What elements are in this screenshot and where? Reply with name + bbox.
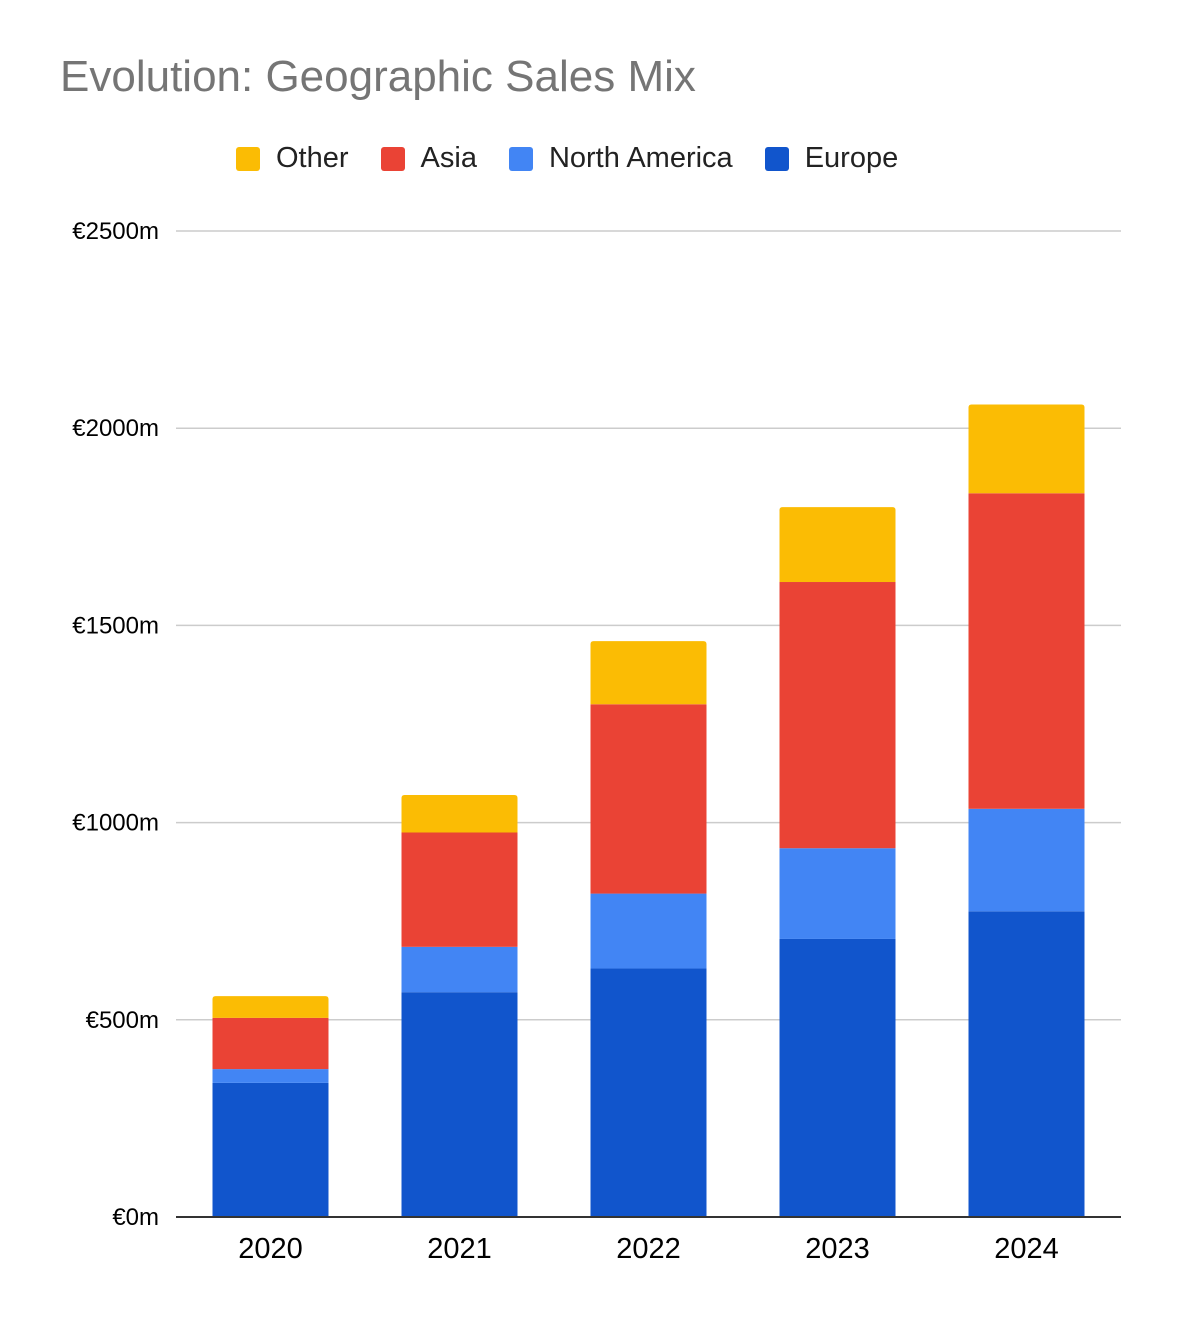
bar-asia-2022 (590, 704, 707, 894)
y-tick-label: €500m (86, 1007, 159, 1034)
y-tick-label: €2500m (72, 218, 159, 245)
chart-legend: Other Asia North America Europe (236, 142, 898, 175)
bar-other-2024 (968, 404, 1085, 494)
bar-north-america-2022 (590, 893, 707, 969)
legend-label: Asia (420, 142, 477, 174)
bar-asia-2024 (968, 493, 1085, 809)
legend-swatch (380, 146, 405, 171)
legend-item-other: Other (236, 142, 349, 175)
bar-asia-2020 (212, 1017, 329, 1070)
y-tick-label: €1500m (72, 612, 159, 639)
legend-label: North America (548, 142, 733, 174)
legend-swatch (508, 146, 533, 171)
legend-item-europe: Europe (764, 142, 899, 175)
legend-label: Other (276, 142, 349, 174)
legend-label: Europe (804, 142, 899, 174)
x-tick-label: 2021 (427, 1233, 492, 1265)
legend-swatch (764, 146, 789, 171)
bar-europe-2020 (212, 1082, 329, 1217)
bar-asia-2021 (401, 832, 518, 947)
legend-item-north-america: North America (508, 142, 733, 175)
bar-other-2020 (212, 996, 329, 1018)
bar-asia-2023 (779, 582, 896, 849)
x-tick-label: 2024 (994, 1233, 1059, 1265)
legend-item-asia: Asia (380, 142, 477, 175)
bar-europe-2024 (968, 911, 1085, 1217)
y-tick-label: €0m (112, 1204, 159, 1231)
bar-europe-2023 (779, 938, 896, 1217)
legend-swatch (236, 146, 260, 171)
y-tick-label: €1000m (72, 810, 159, 837)
bar-north-america-2023 (779, 848, 896, 939)
x-tick-label: 2020 (238, 1233, 303, 1265)
x-tick-label: 2022 (616, 1233, 681, 1265)
x-tick-label: 2023 (805, 1233, 870, 1265)
bar-other-2022 (590, 641, 707, 705)
bar-europe-2022 (590, 968, 707, 1217)
bar-other-2023 (779, 507, 896, 583)
bar-north-america-2020 (212, 1069, 329, 1083)
bar-other-2021 (401, 794, 518, 833)
chart-title: Evolution: Geographic Sales Mix (60, 52, 696, 101)
bar-north-america-2024 (968, 808, 1085, 912)
y-tick-label: €2000m (72, 415, 159, 442)
bar-north-america-2021 (401, 946, 518, 993)
bar-europe-2021 (401, 992, 518, 1217)
